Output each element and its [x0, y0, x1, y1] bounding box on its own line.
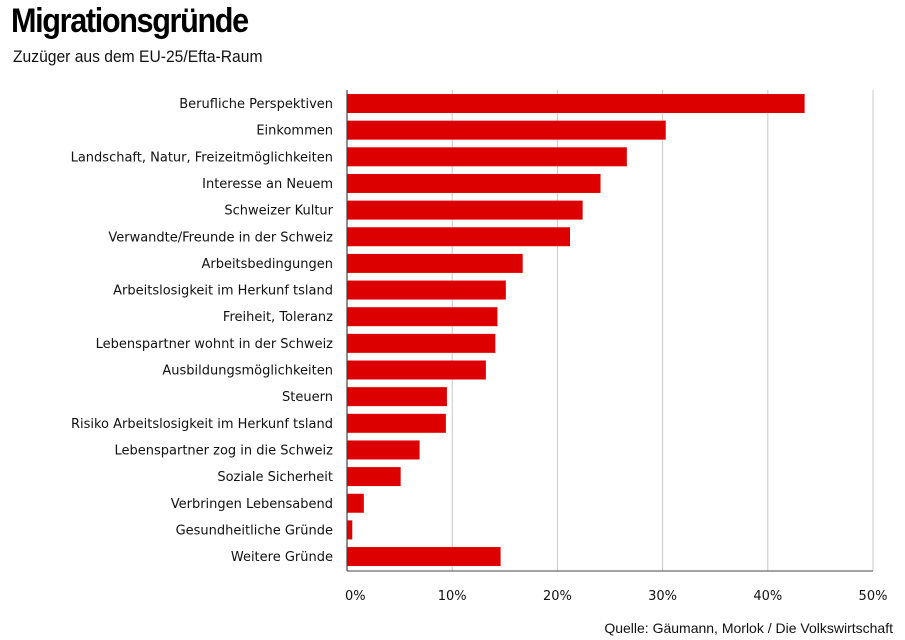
category-label: Risiko Arbeitslosigkeit im Herkunf tslan… — [71, 417, 333, 432]
category-label: Schweizer Kultur — [224, 204, 333, 219]
bar — [347, 520, 353, 540]
x-axis-ticks: 0% 10% 20% 30% 40% 50% — [345, 589, 887, 604]
category-label: Gesundheitliche Gründe — [176, 523, 333, 538]
x-tick-label: 40% — [753, 589, 782, 604]
x-tick-label: 10% — [438, 589, 467, 604]
bar — [347, 333, 496, 353]
category-label: Arbeitsbedingungen — [201, 257, 333, 272]
bar — [347, 200, 583, 220]
bar — [347, 360, 486, 380]
bar — [347, 387, 447, 407]
bar — [347, 173, 601, 193]
category-label: Lebenspartner zog in die Schweiz — [115, 443, 334, 458]
bar — [347, 547, 501, 567]
category-label: Verbringen Lebensabend — [171, 497, 333, 512]
bar — [347, 120, 666, 140]
bar — [347, 493, 364, 513]
bar — [347, 467, 401, 487]
chart-subtitle: Zuzüger aus dem EU-25/Efta-Raum — [13, 47, 263, 66]
category-label: Interesse an Neuem — [202, 177, 333, 192]
source-note: Quelle: Gäumann, Morlok / Die Volkswirts… — [604, 620, 893, 636]
bar — [347, 94, 805, 113]
bar — [347, 307, 498, 327]
category-label: Steuern — [282, 390, 333, 405]
category-label: Arbeitslosigkeit im Herkunf tsland — [113, 284, 333, 299]
category-label: Ausbildungsmöglichkeiten — [162, 364, 333, 379]
bars — [347, 94, 805, 567]
bar — [347, 253, 523, 273]
category-label: Soziale Sicherheit — [217, 470, 333, 485]
grid-lines — [346, 90, 874, 572]
bar — [347, 147, 627, 167]
category-label: Einkommen — [256, 124, 333, 139]
category-label: Lebenspartner wohnt in der Schweiz — [96, 337, 334, 352]
x-tick-label: 0% — [345, 589, 366, 604]
x-tick-label: 20% — [543, 589, 572, 604]
category-label: Landschaft, Natur, Freizeitmöglichkeiten — [71, 150, 333, 165]
bar — [347, 227, 571, 247]
bar — [347, 440, 420, 460]
category-label: Weitere Gründe — [231, 550, 333, 565]
category-label: Berufliche Perspektiven — [179, 97, 333, 112]
category-label: Verwandte/Freunde in der Schweiz — [108, 230, 333, 245]
bar — [347, 413, 446, 433]
category-labels: Berufliche Perspektiven Einkommen Landscha… — [71, 97, 334, 565]
bar — [347, 280, 506, 300]
category-label: Freiheit, Toleranz — [223, 310, 333, 325]
x-tick-label: 50% — [859, 589, 888, 604]
chart-title: Migrationsgründe — [11, 2, 249, 40]
x-tick-label: 30% — [648, 589, 677, 604]
